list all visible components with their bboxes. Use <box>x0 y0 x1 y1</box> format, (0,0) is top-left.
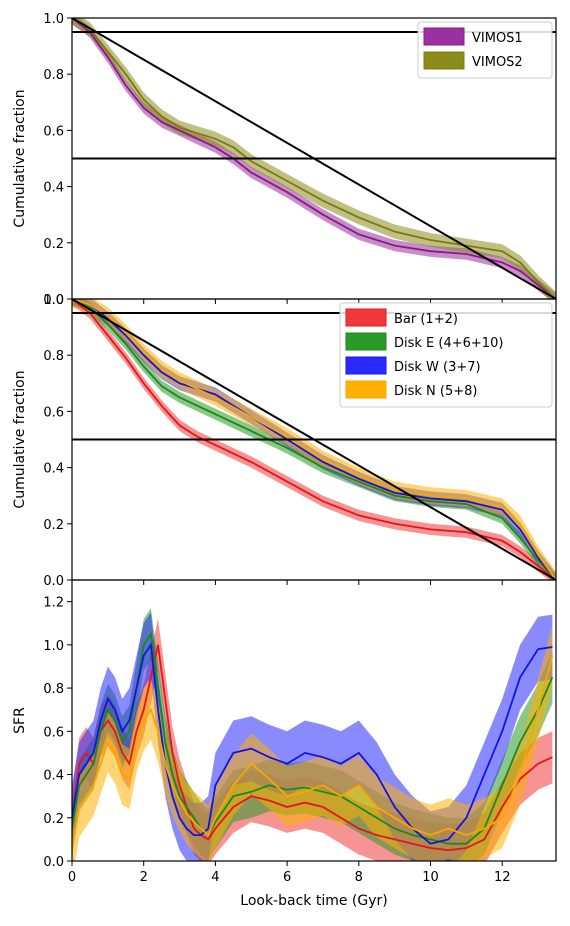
plot-area <box>72 608 554 861</box>
panel-middle-cumulative: 0.0 0.2 0.4 0.6 0.8 1.0 Cumulative fraction Bar… <box>12 293 557 589</box>
x-axis-label: Look-back time (Gyr) <box>240 893 387 909</box>
y-tick-label: 0.8 <box>43 349 64 364</box>
x-tick-label: 12 <box>494 870 511 885</box>
series-band-3 <box>72 625 553 861</box>
legend-swatch-1 <box>345 332 387 351</box>
x-tick-label: 0 <box>68 870 76 885</box>
legend-swatch-3 <box>345 380 387 399</box>
legend-swatch-2 <box>345 356 387 375</box>
y-tick-label: 0.8 <box>43 682 64 697</box>
y-tick-label: 0.4 <box>43 181 64 196</box>
y-tick-label: 1.0 <box>43 12 64 27</box>
y-axis-label: Cumulative fraction <box>12 370 28 508</box>
y-tick-label: 0.2 <box>43 812 64 827</box>
legend-box <box>339 302 553 408</box>
x-tick-label: 8 <box>355 870 363 885</box>
legend-label-1: VIMOS2 <box>472 55 523 70</box>
y-tick-label: 0.2 <box>43 518 64 533</box>
series-line-0 <box>72 18 556 299</box>
reference-diagonal-line <box>72 18 556 299</box>
series-line-3 <box>72 299 556 580</box>
y-tick-label: 0.6 <box>43 725 64 740</box>
y-axis-label: SFR <box>12 707 28 734</box>
series-line-0 <box>72 299 556 580</box>
y-tick-label: 0.6 <box>43 405 64 420</box>
y-tick-label: 0.0 <box>43 574 64 589</box>
legend-swatch-0 <box>423 27 465 46</box>
y-tick-label: 1.0 <box>43 293 64 308</box>
panel-top-cumulative: 0.0 0.2 0.4 0.6 0.8 1.0 Cumulative fraction VIM… <box>12 12 557 308</box>
y-tick-label: 0.6 <box>43 124 64 139</box>
axes-frame <box>71 579 557 862</box>
y-tick-label: 1.2 <box>43 596 64 611</box>
y-tick-label: 0.2 <box>43 237 64 252</box>
x-tick-label: 6 <box>283 870 291 885</box>
y-tick-label: 0.0 <box>43 293 64 308</box>
legend-swatch-1 <box>423 51 465 70</box>
y-tick-label: 0.8 <box>43 68 64 83</box>
legend-label-3: Disk N (5+8) <box>394 384 478 399</box>
legend-label-0: VIMOS1 <box>472 31 523 46</box>
series-line-2 <box>72 299 556 580</box>
legend-label-1: Disk E (4+6+10) <box>394 336 503 351</box>
series-line-1 <box>72 18 556 299</box>
reference-diagonal-line <box>72 299 556 580</box>
series-band-2 <box>72 612 553 861</box>
x-tick-label: 10 <box>422 870 439 885</box>
x-tick-label: 4 <box>211 870 219 885</box>
x-tick-label: 2 <box>140 870 148 885</box>
series-line-2 <box>72 642 553 845</box>
y-tick-label: 0.4 <box>43 462 64 477</box>
series-line-0 <box>72 644 553 852</box>
series-line-3 <box>72 655 554 851</box>
plot-area <box>72 18 556 299</box>
panel-bottom-sfr: 0.0 0.2 0.4 0.6 0.8 1.0 1.2 0 2 4 6 8 10 12 SFR Look-ba… <box>12 579 557 909</box>
legend-label-2: Disk W (3+7) <box>394 360 481 375</box>
legend: Bar (1+2) Disk E (4+6+10) Disk W (3+7) Disk… <box>339 302 553 408</box>
y-tick-label: 0.0 <box>43 855 64 870</box>
y-tick-label: 1.0 <box>43 639 64 654</box>
y-axis-label: Cumulative fraction <box>12 89 28 227</box>
legend-label-0: Bar (1+2) <box>394 312 458 327</box>
y-tick-label: 0.4 <box>43 769 64 784</box>
legend: VIMOS1 VIMOS2 <box>417 21 553 79</box>
legend-swatch-0 <box>345 308 387 327</box>
